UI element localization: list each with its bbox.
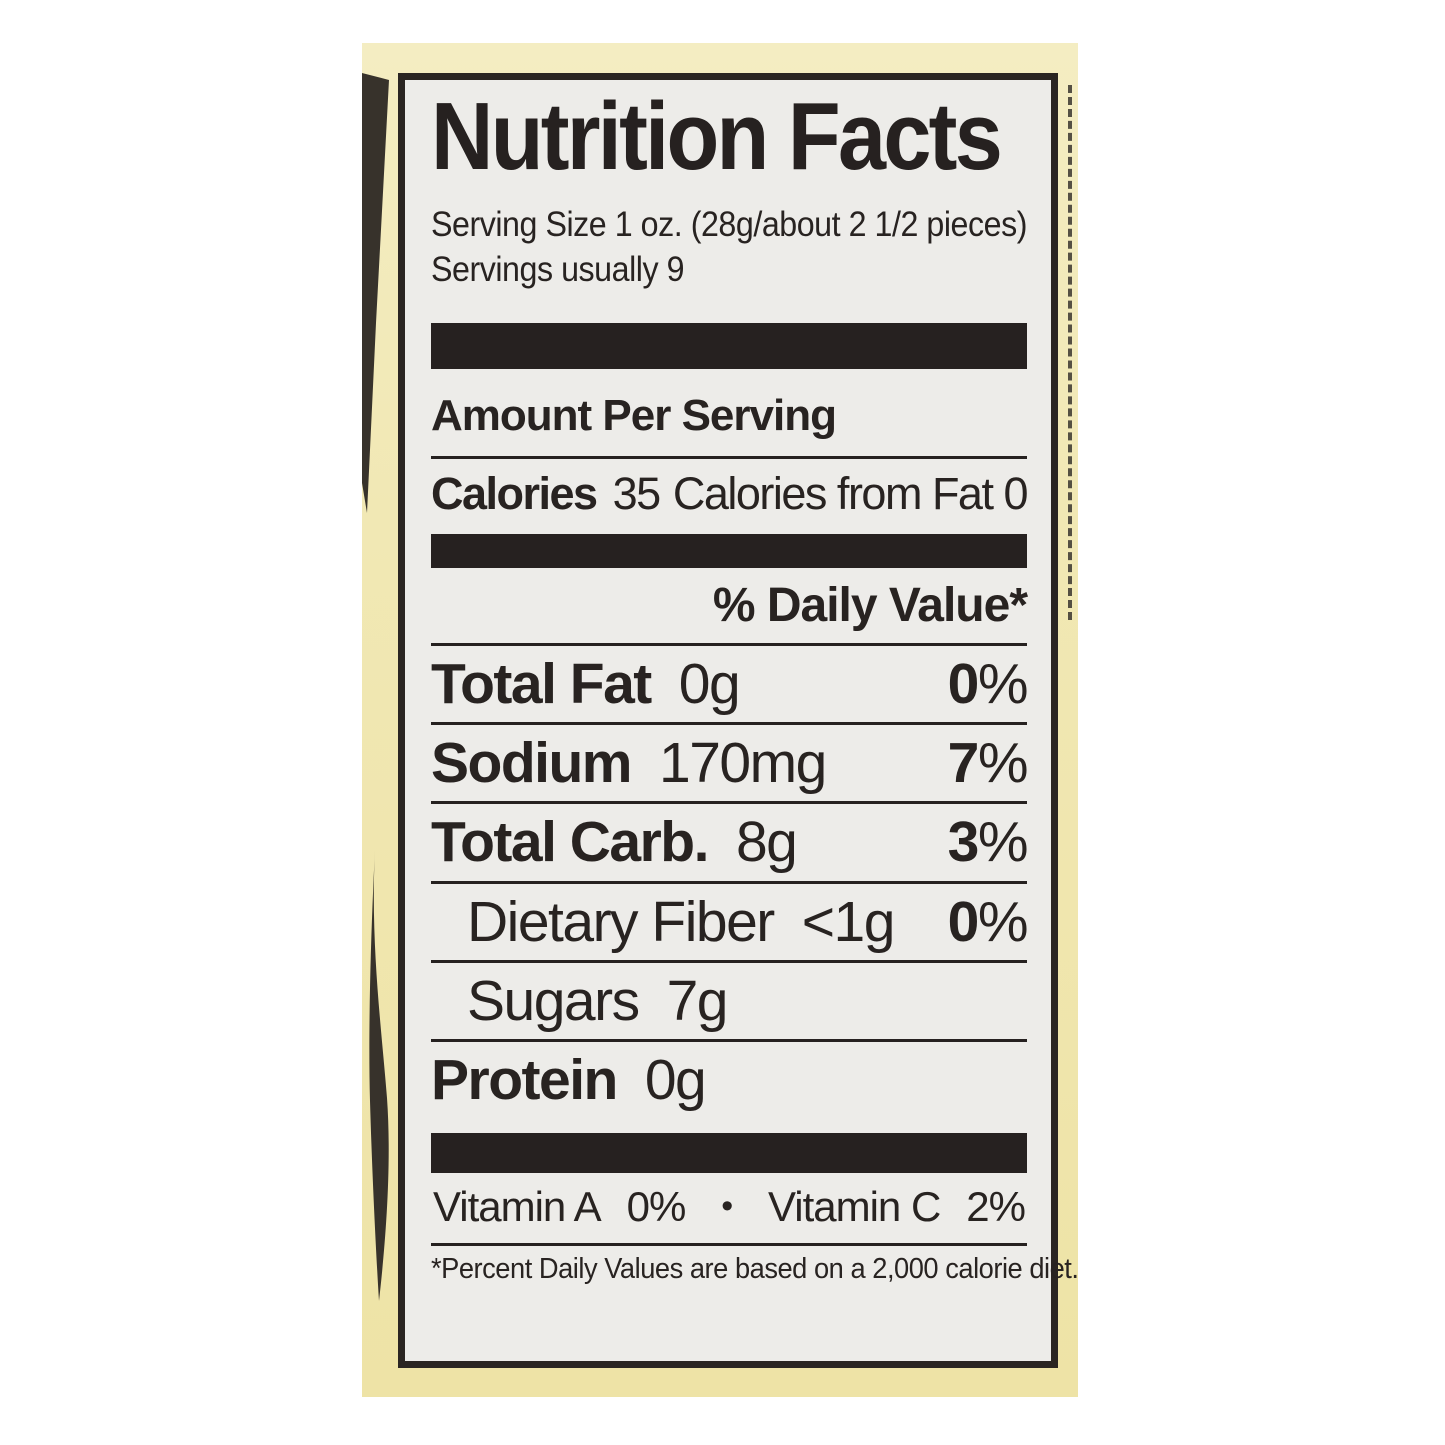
daily-value-footnote: *Percent Daily Values are based on a 2,0… <box>431 1252 1079 1285</box>
divider-bar-medium <box>431 533 1027 568</box>
bullet-separator: • <box>721 1187 733 1225</box>
vitamin-c-value: 2% <box>966 1182 1026 1230</box>
daily-value-header: % Daily Value* <box>712 578 1028 632</box>
package-art-stroke <box>362 73 389 1301</box>
nutrient-amount: 170mg <box>659 731 827 796</box>
nutrient-name: Protein <box>431 1048 618 1113</box>
calories-value: 35 <box>612 467 662 519</box>
package-photo: Nutrition Facts Serving Size 1 oz. (28g/… <box>362 43 1079 1397</box>
divider-rule <box>431 455 1027 459</box>
serving-size-text: Serving Size 1 oz. (28g/about 2 1/2 piec… <box>431 204 1027 244</box>
calories-row: Calories 35 Calories from Fat 0 <box>431 467 1029 526</box>
nutrient-amount: <1g <box>801 889 896 954</box>
nutrient-dv: 3% <box>947 810 1029 875</box>
nutrient-name: Dietary Fiber <box>467 889 775 954</box>
nutrient-dv: 0% <box>947 651 1029 716</box>
nutrient-rows: Total Fat 0g 0% Sodium 170mg 7% Total Ca… <box>431 642 1029 1119</box>
calories-from-fat: Calories from Fat 0 <box>672 467 1029 519</box>
divider-bar-thick <box>431 322 1027 369</box>
nutrient-amount: 0g <box>678 651 741 716</box>
row-sugars: Sugars 7g <box>431 959 1027 1039</box>
vitamin-a-label: Vitamin A <box>433 1182 602 1230</box>
nutrient-dv: 7% <box>947 731 1029 796</box>
package-fold-dashes <box>1068 85 1072 620</box>
nutrient-name: Sugars <box>467 968 640 1033</box>
row-total-fat: Total Fat 0g 0% <box>431 642 1029 722</box>
nutrient-amount: 8g <box>735 810 798 875</box>
servings-per-container-text: Servings usually 9 <box>431 250 685 290</box>
vitamin-a-value: 0% <box>626 1182 687 1230</box>
nutrient-amount: 7g <box>666 968 729 1033</box>
calories-label: Calories <box>431 467 598 519</box>
amount-per-serving-heading: Amount Per Serving <box>431 390 837 440</box>
nutrient-name: Sodium <box>431 731 633 796</box>
nutrient-amount: 0g <box>644 1048 707 1113</box>
row-protein: Protein 0g <box>431 1039 1027 1118</box>
nutrient-name: Total Fat <box>431 651 652 716</box>
nutrient-dv: 0% <box>947 889 1029 954</box>
panel-title: Nutrition Facts <box>431 83 1003 190</box>
divider-bar-thick <box>431 1132 1027 1173</box>
row-sodium: Sodium 170mg 7% <box>431 722 1029 801</box>
vitamins-row: Vitamin A 0% • Vitamin C 2% <box>431 1173 1027 1246</box>
vitamin-c-label: Vitamin C <box>767 1182 941 1230</box>
row-dietary-fiber: Dietary Fiber <1g 0% <box>431 880 1029 960</box>
nutrition-facts-panel: Nutrition Facts Serving Size 1 oz. (28g/… <box>398 73 1079 1368</box>
row-total-carb: Total Carb. 8g 3% <box>431 801 1029 880</box>
nutrient-name: Total Carb. <box>431 810 709 875</box>
